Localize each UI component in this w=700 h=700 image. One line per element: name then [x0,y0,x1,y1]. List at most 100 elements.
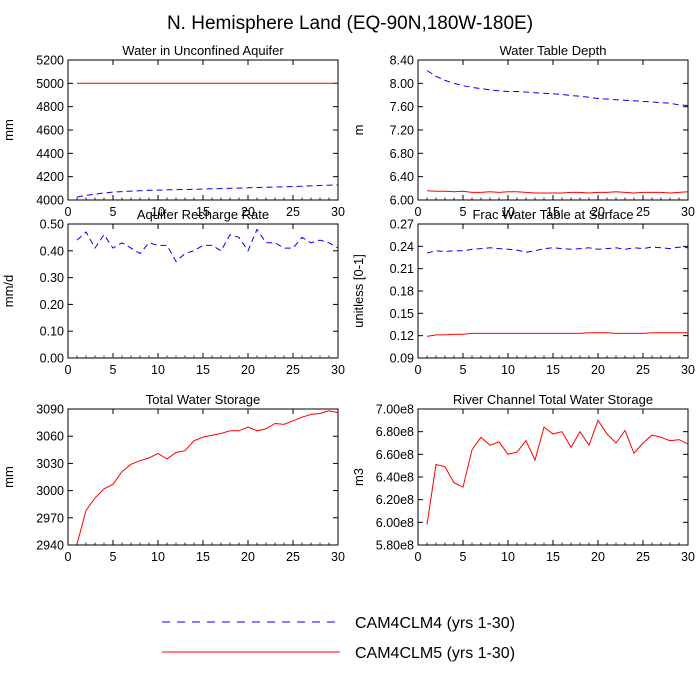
y-tick-label: 3030 [36,457,64,471]
panel-title: Frac Water Table at Surface [472,207,633,222]
x-tick-label: 15 [546,550,560,564]
panel-1: Water in Unconfined Aquifer 0 5 10 15 20 25 30 4… [1,43,345,219]
y-tick-label: 0.18 [390,285,414,299]
y-tick-label: 6.80e8 [376,425,414,439]
y-axis-label: mm [1,119,16,141]
y-tick-label: 6.40 [390,170,414,184]
legend: CAM4CLM4 (yrs 1-30) CAM4CLM5 (yrs 1-30) [162,615,515,662]
plot-frame [417,223,689,359]
x-tick-label: 0 [415,550,422,564]
x-tick-label: 5 [460,363,467,377]
y-tick-label: 4400 [36,147,64,161]
x-tick-label: 15 [546,205,560,219]
y-tick-label: 4800 [36,100,64,114]
y-tick-label: 4600 [36,124,64,138]
y-tick-label: 8.40 [390,54,414,68]
x-tick-label: 25 [286,363,300,377]
panel-title: Aquifer Recharge Rate [137,207,269,222]
series-line-cam4clm4 [76,184,338,198]
x-tick-label: 30 [331,363,345,377]
x-tick-label: 10 [151,550,165,564]
x-tick-label: 10 [501,205,515,219]
y-tick-label: 0.09 [390,352,414,366]
y-axis-label: m3 [351,468,366,486]
y-tick-label: 0.15 [390,307,414,321]
x-tick-label: 25 [286,550,300,564]
x-tick-label: 30 [331,205,345,219]
panel-title: Water in Unconfined Aquifer [122,43,284,58]
x-tick-label: 10 [501,363,515,377]
panels: Water in Unconfined Aquifer 0 5 10 15 20 25 30 4… [1,43,695,564]
plot-frame [67,223,339,359]
series-line-cam4clm4 [76,228,338,263]
x-tick-label: 30 [681,205,695,219]
y-tick-label: 5000 [36,77,64,91]
y-tick-label: 3060 [36,430,64,444]
y-axis-label: mm/d [1,275,16,308]
legend-label: CAM4CLM4 (yrs 1-30) [355,615,515,632]
y-tick-label: 4000 [36,194,64,208]
y-tick-label: 6.40e8 [376,471,414,485]
y-tick-label: 2940 [36,539,64,553]
y-tick-label: 5200 [36,54,64,68]
x-tick-label: 0 [415,205,422,219]
y-tick-label: 0.40 [40,244,64,258]
panel-2: Water Table Depth 0 5 10 15 20 25 30 6.00 6.40 6.8… [351,43,695,219]
y-tick-label: 8.00 [390,77,414,91]
x-tick-label: 20 [241,205,255,219]
x-tick-label: 20 [241,550,255,564]
y-tick-label: 6.20e8 [376,493,414,507]
y-tick-label: 0.20 [40,298,64,312]
panel-6: River Channel Total Water Storage 0 5 10 15 2… [351,392,695,564]
x-tick-label: 20 [591,363,605,377]
y-tick-label: 0.10 [40,325,64,339]
y-tick-label: 0.12 [390,329,414,343]
series-line-cam4clm5 [426,190,688,194]
y-tick-label: 6.80 [390,147,414,161]
x-tick-label: 0 [65,363,72,377]
y-tick-label: 0.21 [390,262,414,276]
x-tick-label: 10 [151,363,165,377]
y-tick-label: 0.50 [40,218,64,232]
x-tick-label: 30 [331,550,345,564]
x-tick-label: 25 [286,205,300,219]
y-tick-label: 7.00e8 [376,403,414,417]
y-tick-label: 6.00e8 [376,516,414,530]
x-tick-label: 25 [636,205,650,219]
plot-frame [417,59,689,201]
series-line-cam4clm5 [426,419,688,525]
x-tick-label: 0 [415,363,422,377]
y-axis-label: mm [1,466,16,488]
y-axis-label: unitless [0-1] [351,254,366,328]
x-tick-label: 30 [681,363,695,377]
y-tick-label: 4200 [36,170,64,184]
legend-item-2: CAM4CLM5 (yrs 1-30) [162,645,515,662]
y-tick-label: 6.60e8 [376,448,414,462]
x-tick-label: 10 [151,205,165,219]
y-tick-label: 7.20 [390,124,414,138]
panel-title: Water Table Depth [500,43,607,58]
x-tick-label: 15 [196,550,210,564]
series-line-cam4clm5 [426,332,688,337]
figure-title: N. Hemisphere Land (EQ-90N,180W-180E) [167,13,533,34]
y-axis-label: m [351,125,366,136]
panel-5: Total Water Storage 0 5 10 15 20 25 30 2940 2970 3… [1,392,345,564]
series-line-cam4clm5 [76,410,338,545]
x-tick-label: 0 [65,205,72,219]
panel-3: Aquifer Recharge Rate 0 5 10 15 20 25 30 0.00 0.1… [1,207,345,377]
plot-frame [67,408,339,546]
x-tick-label: 5 [110,550,117,564]
x-tick-label: 25 [636,363,650,377]
y-tick-label: 6.00 [390,194,414,208]
x-tick-label: 5 [460,205,467,219]
panel-title: Total Water Storage [146,392,260,407]
x-tick-label: 20 [591,205,605,219]
y-tick-label: 0.30 [40,271,64,285]
y-tick-label: 3000 [36,484,64,498]
x-tick-label: 10 [501,550,515,564]
y-tick-label: 2970 [36,511,64,525]
y-tick-label: 7.60 [390,100,414,114]
x-tick-label: 25 [636,550,650,564]
series-line-cam4clm4 [426,246,688,254]
